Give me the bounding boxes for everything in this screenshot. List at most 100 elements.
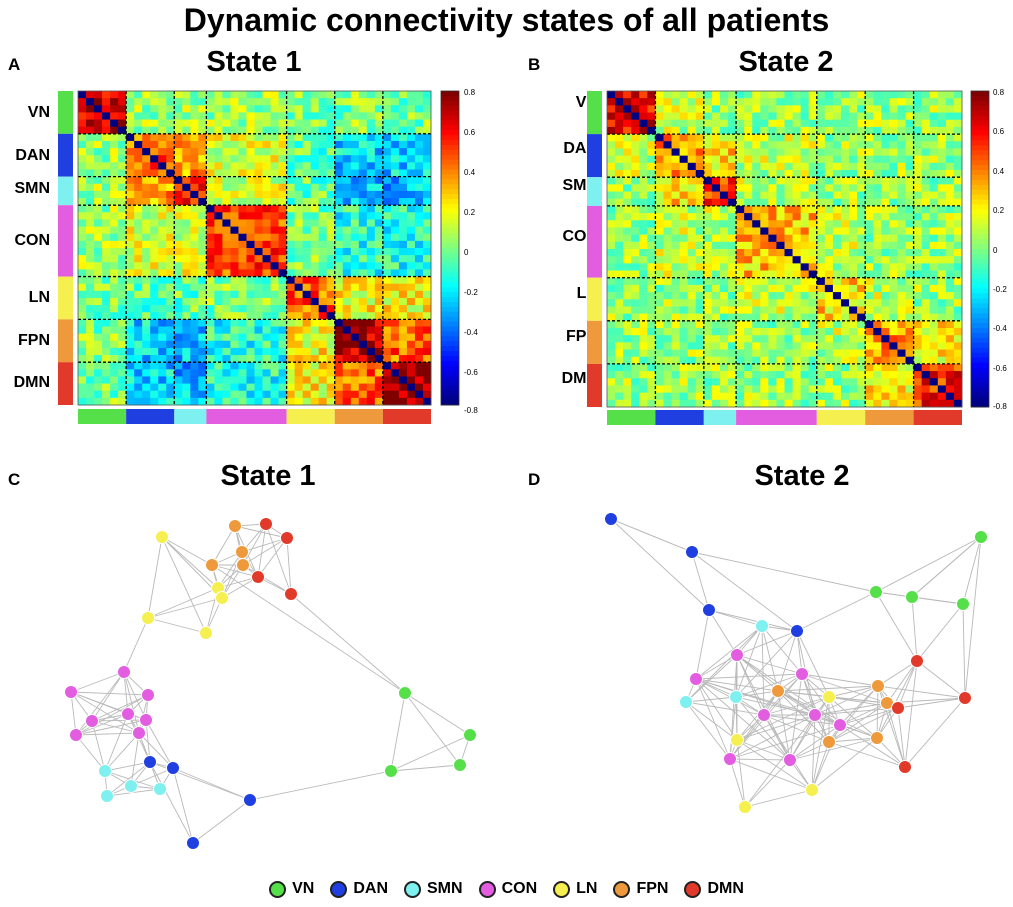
graph-edge [145, 719, 174, 769]
heatmap-cell [174, 383, 183, 392]
heatmap-cell [198, 112, 207, 120]
heatmap-cell [262, 148, 271, 156]
heatmap-cell [262, 176, 271, 185]
heatmap-cell [647, 241, 656, 250]
heatmap-cell [342, 91, 352, 99]
heatmap-cell [230, 397, 239, 406]
heatmap-cell [655, 313, 664, 322]
heatmap-cell [736, 184, 745, 192]
heatmap-cell [278, 383, 287, 392]
heatmap-cell [752, 198, 761, 207]
heatmap-cell [671, 234, 681, 243]
heatmap-cell [358, 397, 368, 406]
heatmap-cell [768, 356, 777, 365]
heatmap-cell [254, 155, 263, 163]
heatmap-cell [142, 205, 151, 213]
heatmap-cell [198, 205, 207, 213]
heatmap-cell [174, 255, 183, 263]
heatmap-cell [326, 312, 336, 320]
heatmap-cell [840, 284, 850, 293]
heatmap-cell [929, 177, 939, 185]
heatmap-cell [222, 269, 231, 277]
heatmap-cell [792, 320, 802, 329]
heatmap-cell [865, 112, 874, 121]
heatmap-cell [118, 219, 127, 227]
heatmap-cell [342, 269, 352, 277]
heatmap-cell [358, 262, 368, 270]
heatmap-cell [166, 105, 175, 113]
heatmap-cell [857, 213, 866, 221]
heatmap-cell [118, 226, 127, 235]
heatmap-cell [318, 355, 328, 363]
heatmap-cell [78, 362, 87, 370]
heatmap-cell [832, 134, 842, 142]
heatmap-cell [945, 177, 955, 185]
heatmap-cell [102, 262, 111, 270]
heatmap-cell [679, 378, 689, 386]
heatmap-cell [768, 335, 777, 343]
heatmap-cell [768, 134, 777, 142]
heatmap-cell [94, 262, 103, 270]
heatmap-cell [889, 91, 898, 99]
heatmap-cell [150, 162, 159, 170]
heatmap-cell [768, 177, 777, 185]
heatmap-cell [142, 105, 151, 113]
heatmap-cell [719, 292, 729, 300]
heatmap-cell [849, 234, 858, 243]
heatmap-cell [800, 98, 810, 106]
heatmap-cell [873, 392, 882, 401]
heatmap-cell [873, 270, 882, 279]
heatmap-cell [913, 198, 923, 207]
colorbar-segment [441, 297, 459, 303]
heatmap-cell [913, 284, 923, 293]
colorbar-segment [971, 91, 989, 97]
heatmap-cell [832, 213, 842, 221]
network-bar-horizontal [78, 409, 127, 424]
heatmap-cell [278, 362, 287, 370]
heatmap-cell [86, 112, 95, 120]
heatmap-cell [800, 234, 810, 243]
graph-edge [249, 770, 392, 801]
heatmap-cell [358, 312, 368, 320]
heatmap-cell [294, 91, 304, 99]
legend-dot-ln [553, 880, 571, 898]
graph-edge [811, 741, 830, 791]
heatmap-cell [406, 212, 416, 220]
heatmap-cell [302, 91, 312, 99]
heatmap-cell [294, 126, 304, 135]
heatmap-cell [78, 148, 87, 156]
colorbar-segment [971, 303, 989, 309]
heatmap-cell [326, 212, 336, 220]
heatmap-cell [94, 390, 103, 399]
heatmap-cell [382, 140, 392, 149]
heatmap-cell [832, 148, 842, 157]
heatmap-cell [134, 319, 143, 327]
heatmap-cell [905, 227, 914, 236]
colorbar-segment [441, 257, 459, 264]
heatmap-cell [905, 191, 914, 200]
heatmap-cell [102, 98, 111, 106]
heatmap-cell [414, 383, 424, 392]
heatmap-cell [182, 269, 191, 277]
heatmap-cell [382, 219, 392, 227]
heatmap-cell [711, 371, 721, 379]
heatmap-cell [86, 198, 95, 206]
colorbar-segment [441, 189, 459, 195]
graph-node-con [141, 688, 155, 702]
heatmap-cell [414, 355, 424, 363]
heatmap-cell [230, 126, 239, 135]
heatmap-cell [398, 190, 408, 199]
heatmap-cell [663, 184, 672, 192]
heatmap-cell [118, 397, 127, 406]
heatmap-cell [190, 362, 199, 370]
heatmap-cell [889, 349, 898, 358]
heatmap-cell [334, 269, 344, 277]
heatmap-cell [607, 277, 616, 286]
heatmap-cell [945, 284, 955, 293]
graph-edge [801, 673, 888, 704]
heatmap-cell [623, 126, 632, 135]
heatmap-cell [760, 299, 769, 307]
heatmap-cell [270, 255, 279, 263]
heatmap-cell [889, 284, 898, 293]
graph-edge [911, 536, 982, 598]
